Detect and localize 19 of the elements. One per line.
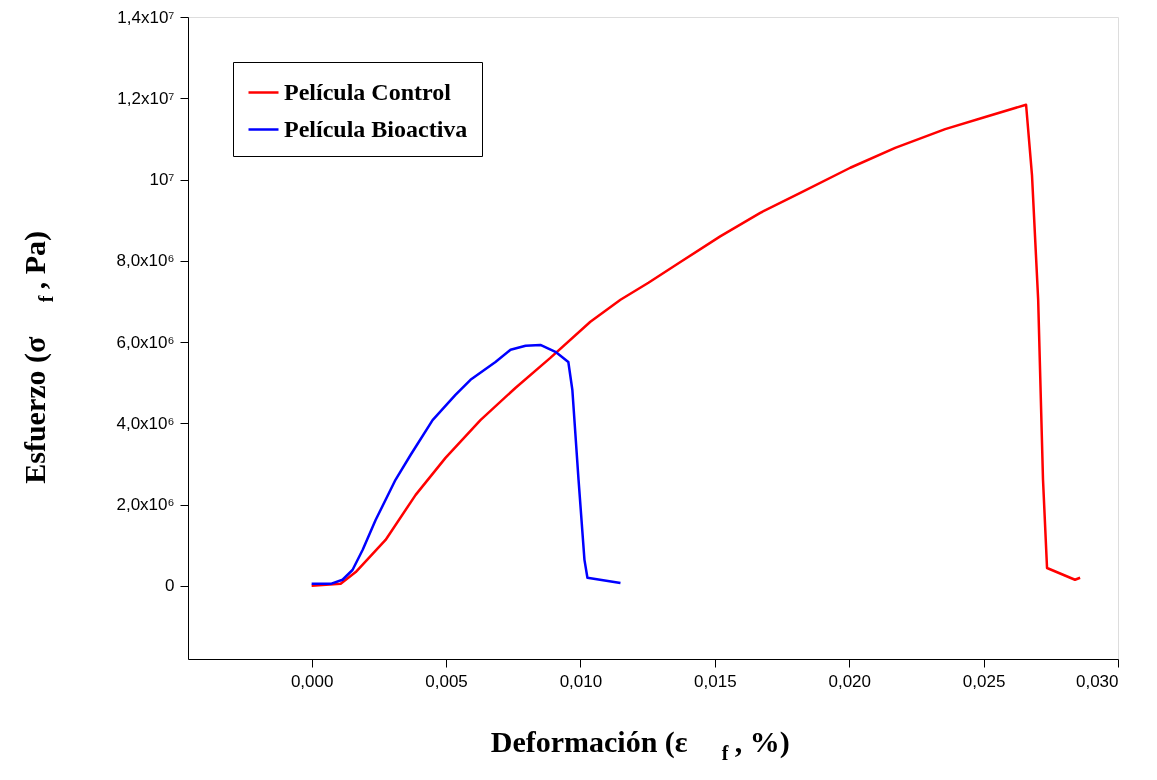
x-tick-label: 0,020 — [828, 671, 871, 691]
x-tick-label: 0,030 — [1075, 671, 1119, 691]
y-tick-label: 1,2x10⁷ — [117, 88, 175, 108]
legend-label: Película Control — [284, 78, 452, 105]
y-tick-label: 4,0x10⁶ — [116, 413, 175, 433]
legend-label: Película Bioactiva — [284, 115, 468, 142]
y-tick-label: 6,0x10⁶ — [116, 332, 175, 352]
y-tick-label: 2,0x10⁶ — [116, 495, 175, 515]
x-tick-label: 0,010 — [559, 671, 603, 691]
x-tick-label: 0,000 — [290, 671, 334, 691]
line-series — [310, 343, 622, 586]
x-tick-label: 0,025 — [962, 671, 1006, 691]
x-tick-label: 0,005 — [425, 671, 468, 691]
x-tick-label: 0,015 — [694, 671, 737, 691]
y-tick-label: 1,4x10⁷ — [117, 7, 175, 27]
y-tick-label: 10⁷ — [149, 170, 175, 190]
y-tick-label: 0 — [165, 576, 175, 596]
y-axis-title: Esfuerzo (σf , Pa) — [18, 230, 57, 484]
y-tick-label: 8,0x10⁶ — [116, 251, 175, 271]
